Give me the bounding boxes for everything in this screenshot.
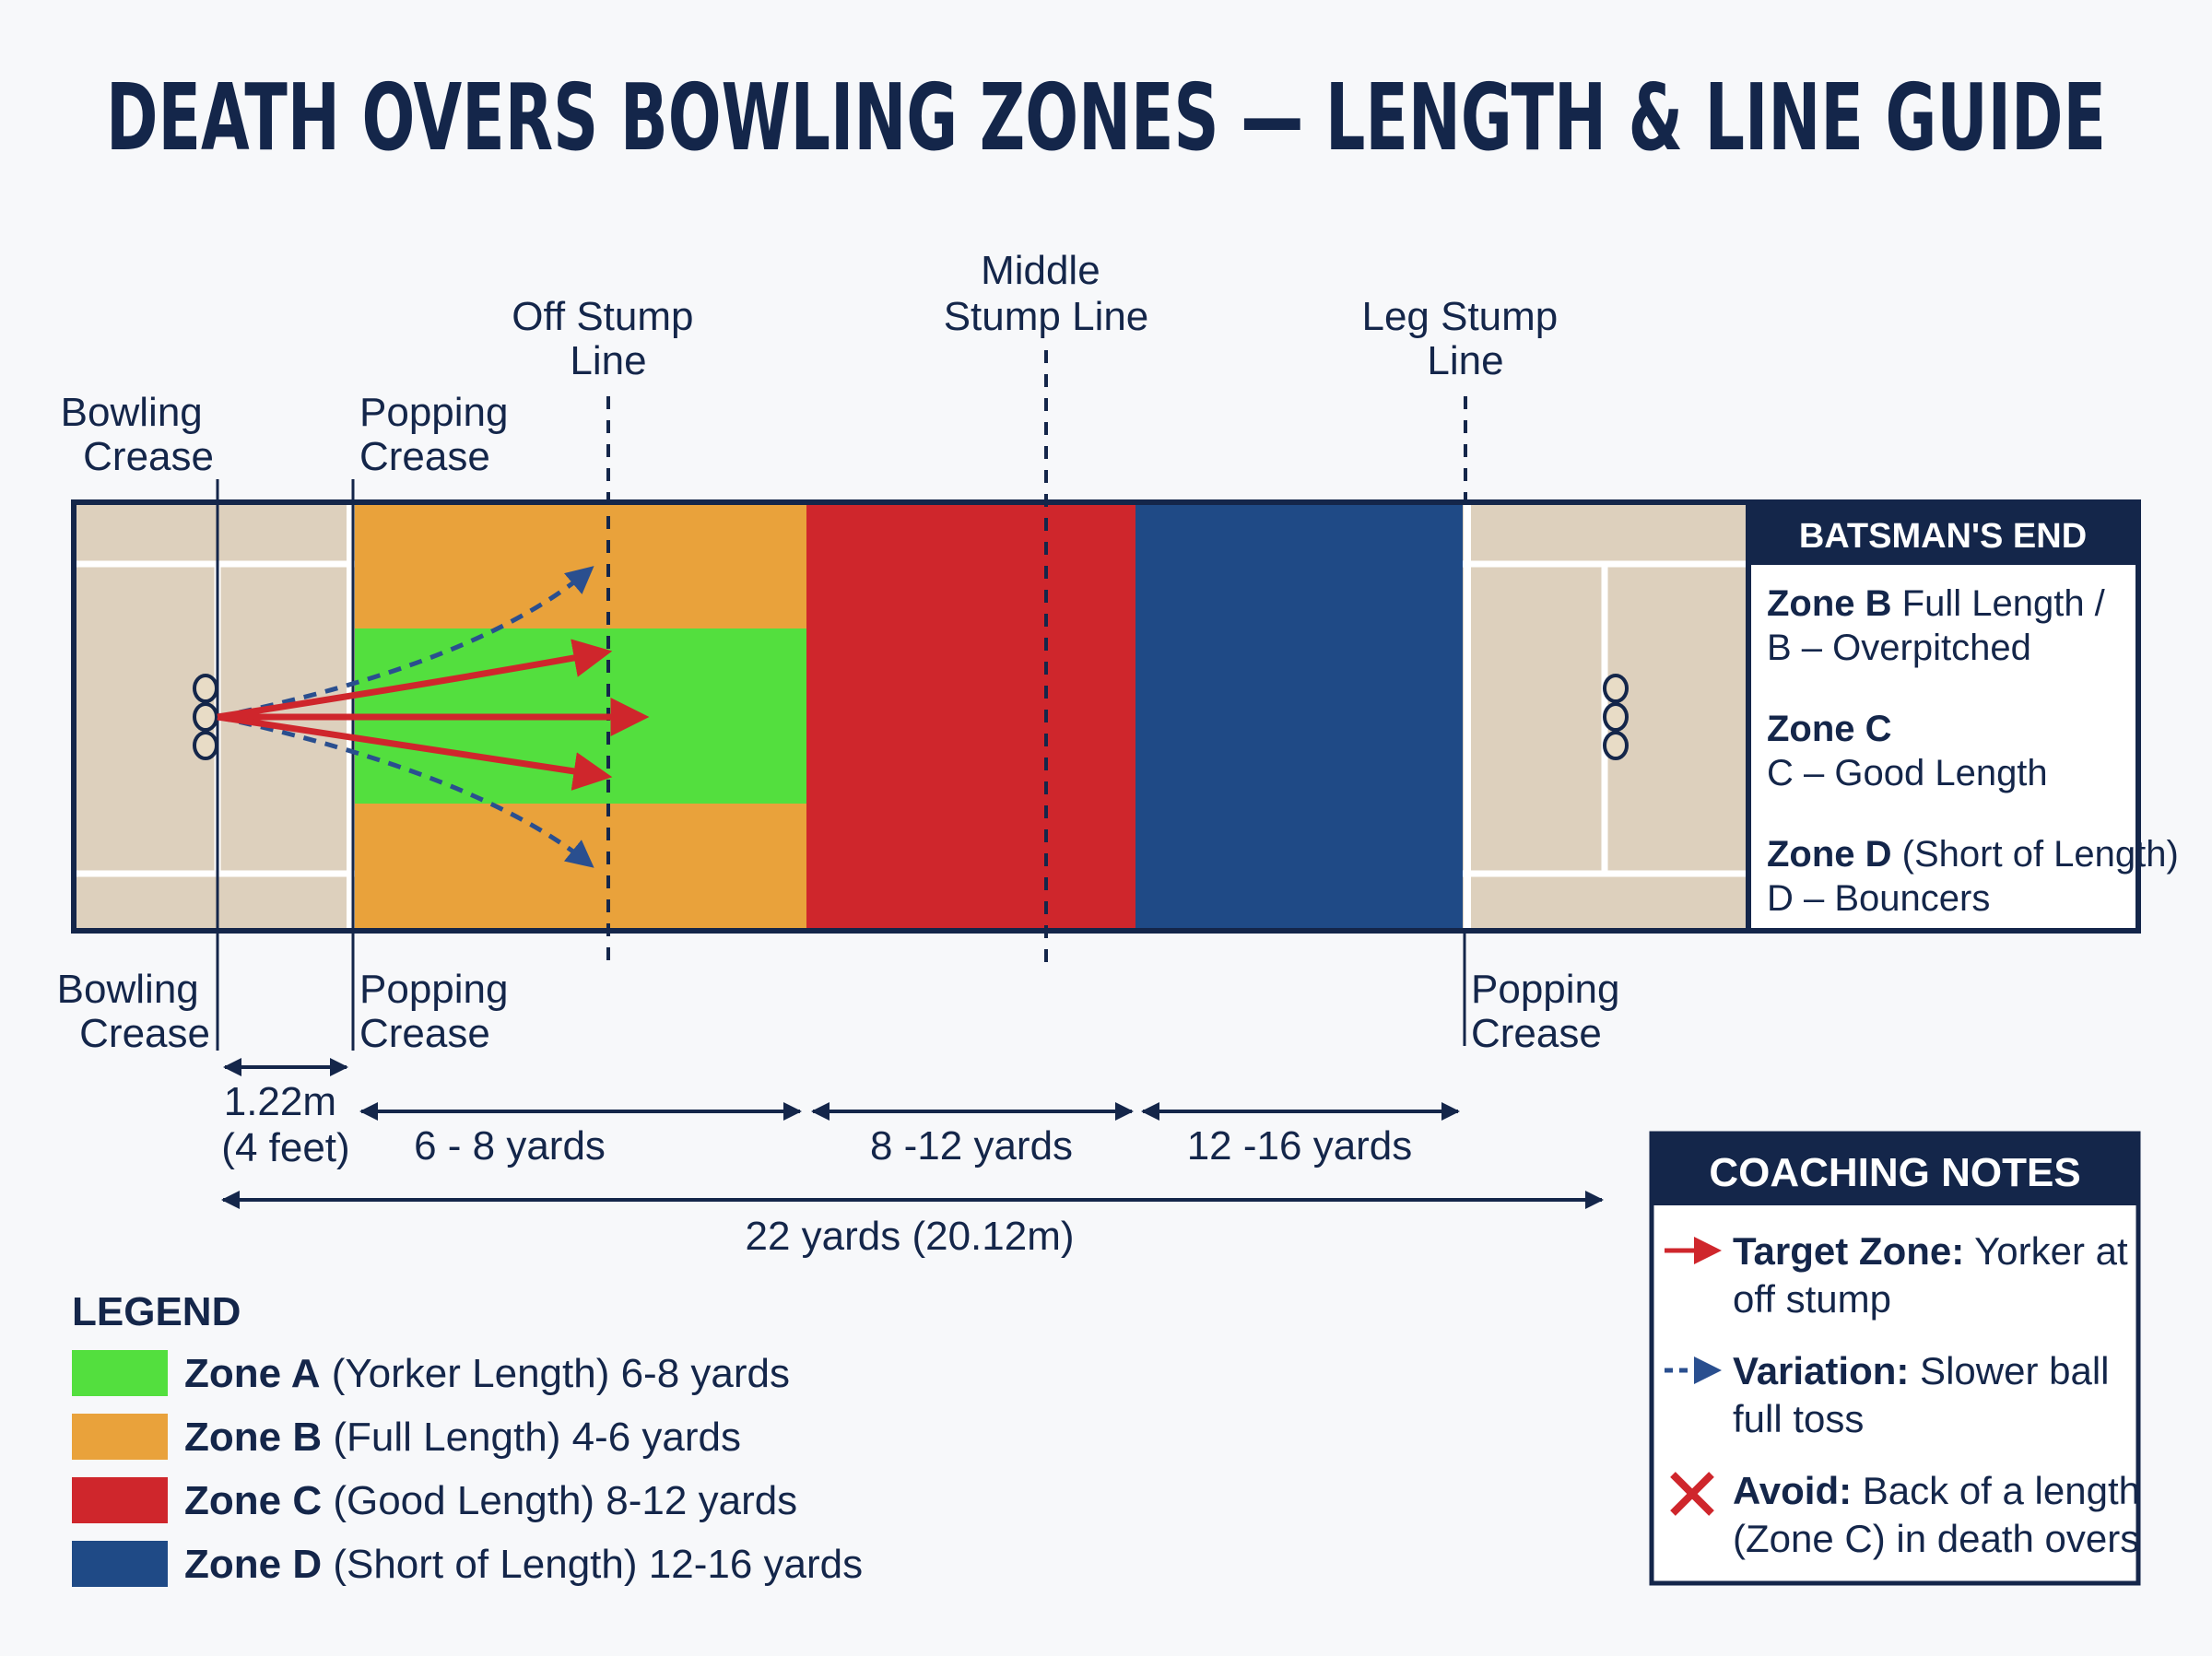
batsmans-end-header: BATSMAN'S END [1799, 517, 2087, 556]
coaching-note-target: Target Zone: Yorker at off stump [1733, 1229, 2138, 1321]
legend-item-b: Zone B (Full Length) 4-6 yards [184, 1415, 741, 1460]
legend-swatch-b [72, 1414, 168, 1460]
legend-item-d: Zone D (Short of Length) 12-16 yards [184, 1542, 863, 1587]
popping-crease-label-top: Popping Crease [359, 390, 520, 479]
target-arrow-lower [217, 713, 613, 791]
bowling-crease-label-top: Bowling Crease [61, 390, 214, 479]
seg1-label: 6 - 8 yards [414, 1123, 606, 1169]
variation-arrow-lower [217, 714, 594, 868]
bowler-stumps-icon [193, 674, 218, 760]
page-title: DEATH OVERS BOWLING ZONES — LENGTH & LIN… [106, 64, 2106, 171]
coaching-note-variation: Variation: Slower ball full toss [1733, 1349, 2120, 1440]
batsman-stumps-icon [1603, 674, 1629, 760]
seg3-label: 12 -16 yards [1187, 1123, 1413, 1169]
pitch [71, 499, 2141, 934]
legend-item-c: Zone C (Good Length) 8-12 yards [184, 1478, 797, 1523]
batsman-entry-c: Zone C C – Good Length [1767, 709, 2048, 793]
popping-crease-label-bottom: Popping Crease [359, 967, 520, 1056]
middle-stump-label: Middle Stump Line [944, 248, 1149, 339]
zone-c-area [806, 502, 1135, 931]
off-stump-label: Off Stump Line [512, 294, 705, 383]
measurements: 1.22m (4 feet) 6 - 8 yards 8 -12 yards 1… [221, 1058, 1604, 1259]
delivery-arrows [217, 566, 650, 868]
total-length-label: 22 yards (20.12m) [745, 1214, 1074, 1259]
legend-swatch-c [72, 1477, 168, 1523]
bowling-crease-label-bottom: Bowling Crease [57, 967, 210, 1056]
coaching-note-avoid: Avoid: Back of a length (Zone C) in deat… [1733, 1469, 2151, 1560]
red-x-icon [1670, 1472, 1714, 1516]
leg-stump-label: Leg Stump Line [1361, 294, 1569, 383]
target-arrow-upper [217, 639, 613, 721]
seg2-label: 8 -12 yards [870, 1123, 1073, 1169]
popping-crease-label-far: Popping Crease [1471, 967, 1631, 1056]
legend: LEGEND Zone A (Yorker Length) 6-8 yards … [72, 1289, 863, 1587]
zone-d-area [1135, 502, 1463, 931]
legend-heading: LEGEND [72, 1289, 241, 1334]
legend-swatch-a [72, 1350, 168, 1396]
variation-arrow-upper [217, 566, 594, 720]
batsman-entry-d: Zone D (Short of Length) D – Bouncers [1767, 834, 2189, 919]
batsmans-end-panel: BATSMAN'S END Zone B Full Length / B – O… [1746, 499, 2189, 934]
coaching-notes-panel: COACHING NOTES Target Zone: Yorker at of… [1649, 1131, 2151, 1586]
legend-item-a: Zone A (Yorker Length) 6-8 yards [184, 1351, 790, 1396]
coaching-notes-header: COACHING NOTES [1709, 1150, 2080, 1195]
batsman-entry-b: Zone B Full Length / B – Overpitched [1767, 583, 2115, 668]
legend-swatch-d [72, 1541, 168, 1587]
crease-gap-label: 1.22m (4 feet) [221, 1079, 349, 1170]
